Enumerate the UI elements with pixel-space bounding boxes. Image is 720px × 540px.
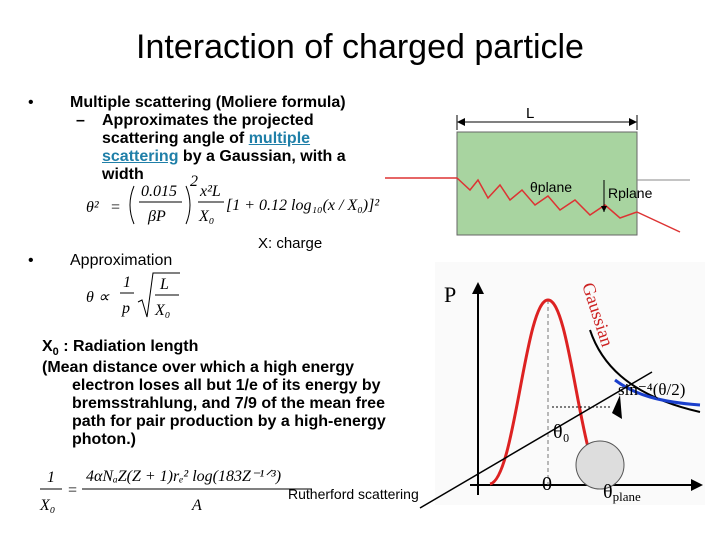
formula-approx: θ ∝ 1 p L X₀ [86, 272, 180, 319]
sub-text: by a Gaussian, with a width [102, 148, 346, 183]
angle-label: θplane [530, 179, 572, 195]
num: 0.015 [141, 183, 177, 200]
incoming-track [419, 371, 653, 509]
den: X₀ [198, 208, 214, 225]
title: Interaction of charged particle [136, 28, 584, 66]
symbol: X [42, 338, 53, 355]
den: X₀ [39, 497, 55, 514]
particle-track [385, 177, 681, 233]
bullet-marker: • [28, 94, 34, 111]
den: X₀ [154, 302, 170, 319]
marker [612, 395, 622, 419]
pow: 2 [190, 173, 198, 190]
link[interactable]: multiple scattering [102, 130, 311, 165]
x-symbol: θ [603, 481, 613, 503]
rest: [1 + 0.12 log₁₀(x / X₀)]² [226, 197, 380, 214]
plot-background [435, 262, 705, 505]
eq: = [67, 482, 78, 499]
note: X: charge [258, 235, 323, 252]
bullet-text: Multiple scattering (Moliere formula) [70, 94, 346, 111]
arrow-head [472, 282, 484, 294]
bullet-marker: • [28, 252, 34, 269]
description: (Mean distance over which a high energy … [42, 359, 386, 448]
eq: = [110, 199, 121, 216]
sub-marker: – [76, 112, 85, 129]
den: A [191, 497, 202, 514]
radiation-length: X0 : Radiation length [42, 338, 198, 361]
rutherford-label: Rutherford scattering [288, 486, 419, 502]
parens [129, 185, 191, 225]
num: L [159, 276, 169, 293]
num: 4αNₐZ(Z + 1)rₑ² log(183Z⁻¹ᐟ³) [86, 468, 281, 485]
theta0-label: θ₀ [553, 421, 570, 443]
label: : Radiation length [58, 338, 199, 355]
x-sub: plane [613, 489, 641, 504]
subscript: 0 [52, 346, 59, 359]
length-label: L [526, 105, 534, 122]
x-label: θplane [603, 481, 641, 504]
material-slab [456, 131, 638, 236]
origin-label: 0 [542, 473, 552, 495]
bullet-text: Approximation [70, 252, 173, 269]
sub-text: Approximates the projected scattering an… [102, 112, 314, 147]
num: 1 [47, 469, 55, 486]
gaussian-curve [489, 298, 607, 486]
lhs: θ ∝ [86, 289, 110, 306]
num: x²L [199, 183, 221, 200]
sub-bullet: Approximates the projected scattering an… [102, 112, 387, 184]
den: p [121, 300, 130, 317]
y-label: P [444, 282, 456, 307]
den: βP [147, 208, 166, 225]
offset-label: Rplane [608, 185, 653, 201]
formula-x0: 1 X₀ = 4αNₐZ(Z + 1)rₑ² log(183Z⁻¹ᐟ³) A [39, 468, 312, 514]
sqrt [137, 272, 180, 318]
lhs: θ² [86, 199, 100, 216]
formula-moliere: θ² = 0.015 βP 2 x²L X₀ [1 + 0.12 log₁₀(x… [86, 173, 380, 225]
blue-curve [614, 378, 701, 407]
arrow-head [691, 479, 703, 491]
nucleus [575, 440, 625, 490]
tail-label: sin⁻⁴(θ/2) [618, 380, 685, 399]
arrow-head [601, 206, 607, 212]
tail-curve [589, 329, 701, 413]
num: 1 [123, 274, 131, 291]
